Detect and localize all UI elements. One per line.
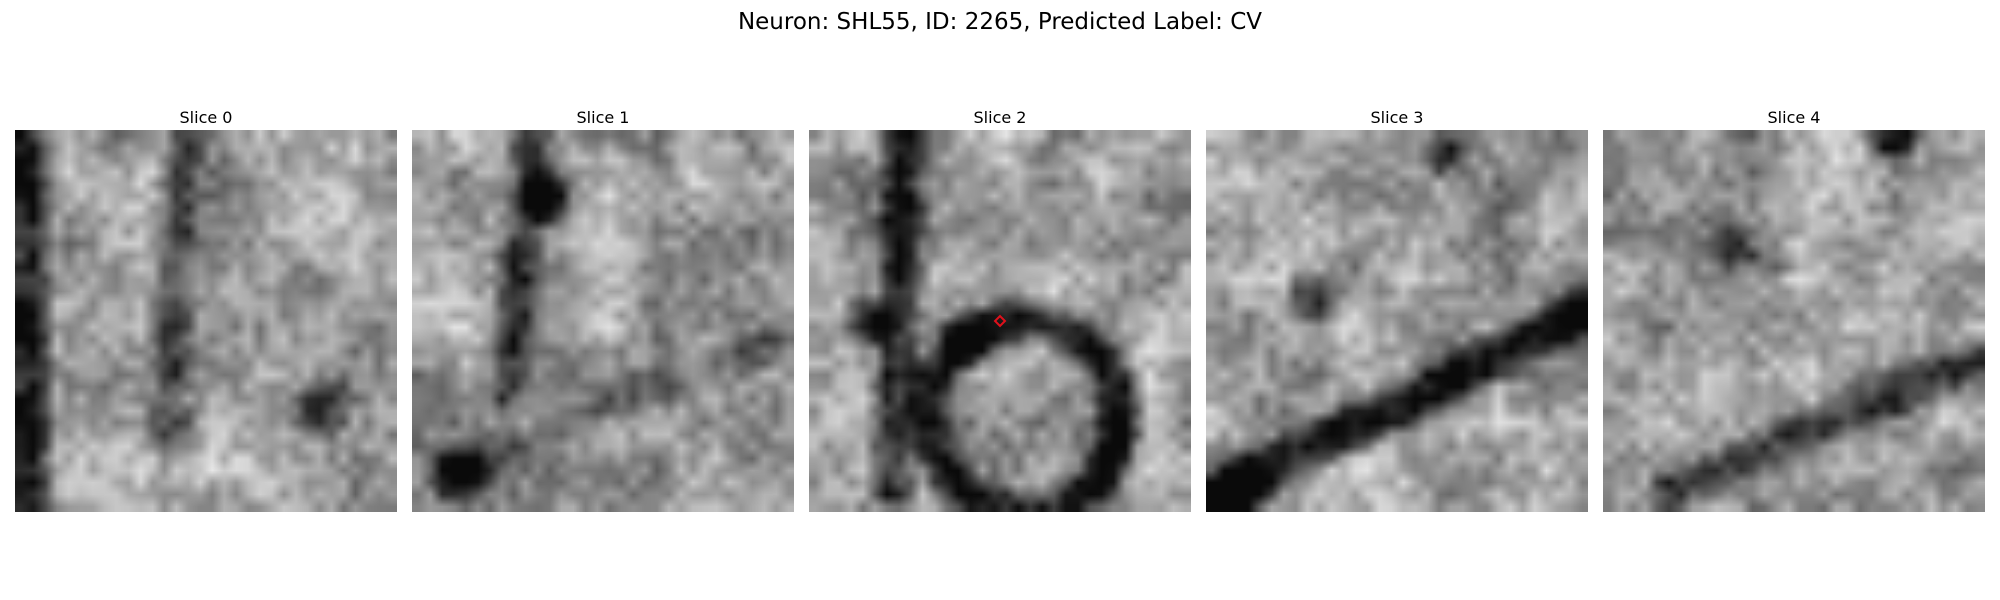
slice-image [412, 130, 794, 512]
slice-title: Slice 3 [1370, 108, 1424, 127]
slice-title: Slice 4 [1767, 108, 1821, 127]
slice-panel-1: Slice 1 [412, 106, 794, 512]
slice-image [1603, 130, 1985, 512]
slice-panel-3: Slice 3 [1206, 106, 1588, 512]
slice-title: Slice 0 [179, 108, 233, 127]
slice-title: Slice 1 [576, 108, 630, 127]
slice-panel-0: Slice 0 [15, 106, 397, 512]
slice-image [15, 130, 397, 512]
slice-image [809, 130, 1191, 512]
slice-image-frame [809, 130, 1191, 512]
slice-image [1206, 130, 1588, 512]
slice-panel-2: Slice 2 [809, 106, 1191, 512]
slice-image-frame [1603, 130, 1985, 512]
slice-image-frame [1206, 130, 1588, 512]
slice-panel-4: Slice 4 [1603, 106, 1985, 512]
slice-image-frame [15, 130, 397, 512]
figure-title: Neuron: SHL55, ID: 2265, Predicted Label… [737, 9, 1263, 35]
slice-image-frame [412, 130, 794, 512]
slice-title: Slice 2 [973, 108, 1027, 127]
